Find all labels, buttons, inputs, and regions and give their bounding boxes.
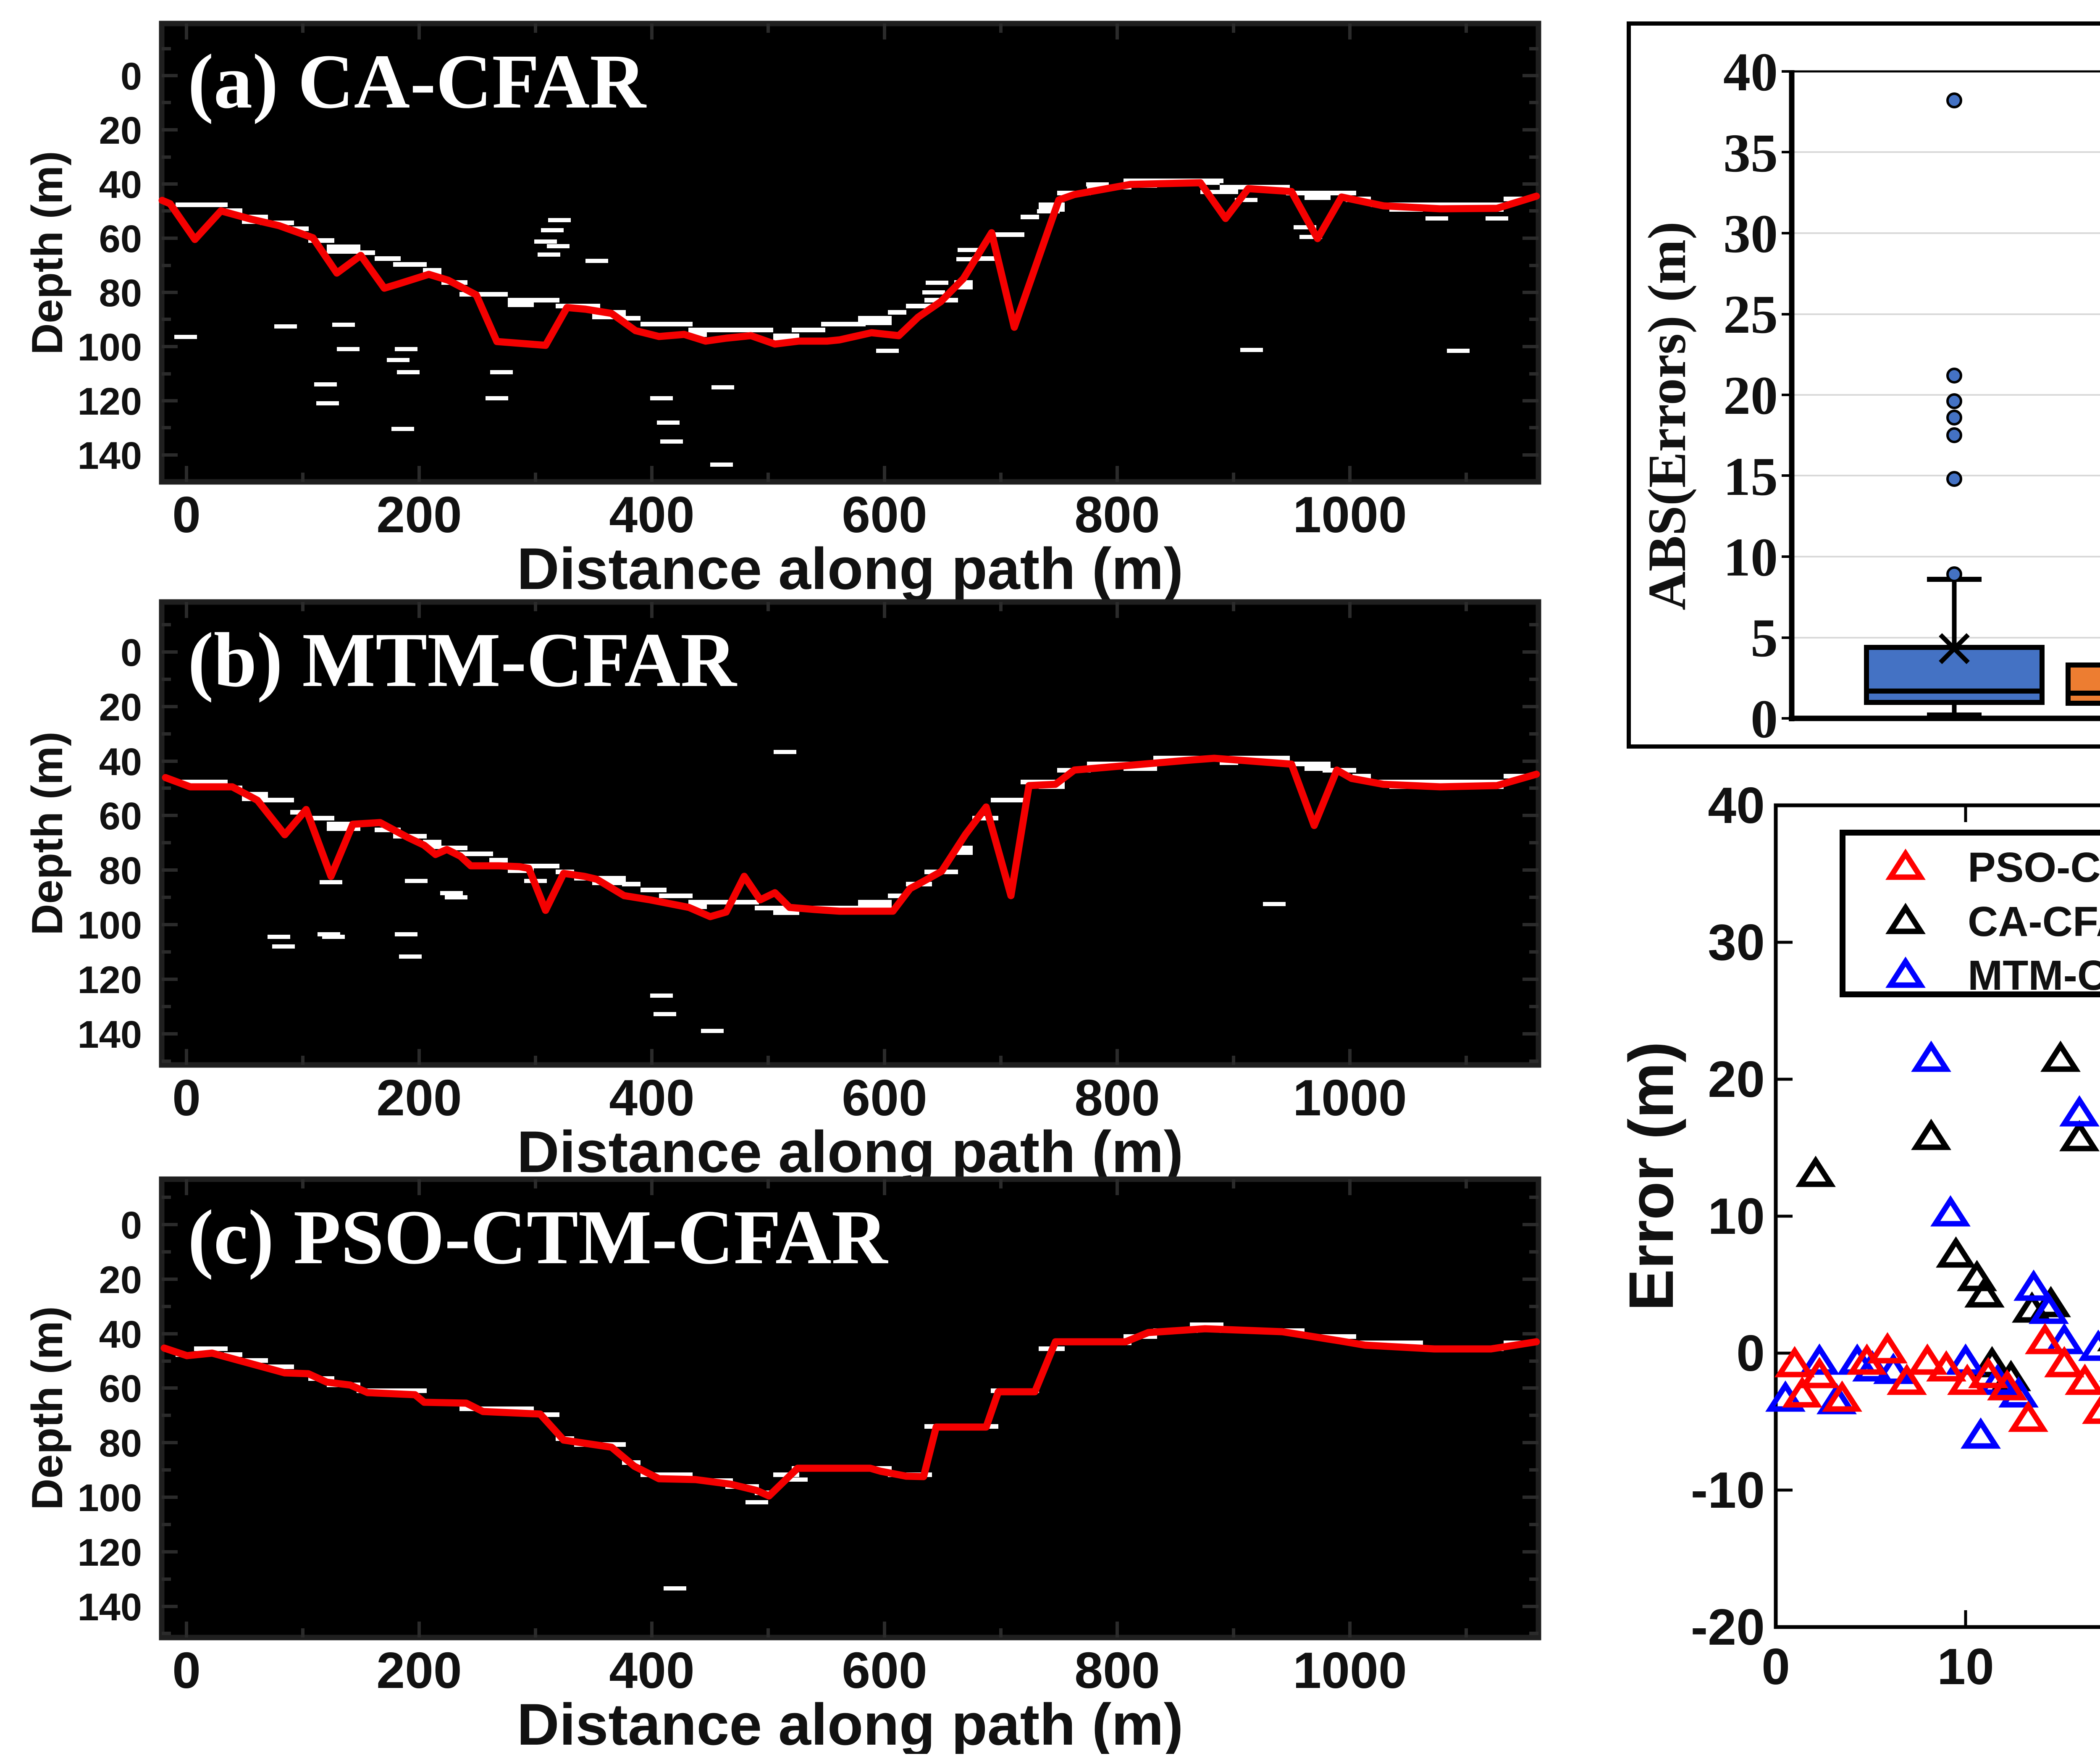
svg-text:800: 800 xyxy=(1074,1069,1160,1126)
svg-text:20: 20 xyxy=(99,686,142,729)
svg-text:Depth (m): Depth (m) xyxy=(23,731,72,935)
svg-text:140: 140 xyxy=(78,434,142,477)
svg-text:20: 20 xyxy=(1723,365,1778,426)
svg-text:80: 80 xyxy=(99,1422,142,1465)
svg-text:0: 0 xyxy=(121,55,142,98)
svg-text:600: 600 xyxy=(842,1642,927,1699)
svg-text:600: 600 xyxy=(842,1069,927,1126)
svg-text:100: 100 xyxy=(78,1477,142,1519)
svg-text:-10: -10 xyxy=(1691,1462,1765,1519)
svg-text:140: 140 xyxy=(78,1013,142,1056)
svg-text:60: 60 xyxy=(99,1367,142,1410)
svg-text:0: 0 xyxy=(172,1069,201,1126)
svg-text:0: 0 xyxy=(172,1642,201,1699)
svg-text:CA-CFAR: CA-CFAR xyxy=(1968,898,2100,945)
svg-text:10: 10 xyxy=(1937,1638,1994,1695)
svg-text:1000: 1000 xyxy=(1293,486,1407,543)
svg-text:400: 400 xyxy=(609,1642,695,1699)
svg-text:(a) CA-CFAR: (a) CA-CFAR xyxy=(188,39,647,125)
svg-text:40: 40 xyxy=(99,163,142,206)
svg-text:40: 40 xyxy=(99,1313,142,1356)
svg-text:0: 0 xyxy=(172,486,201,543)
svg-text:60: 60 xyxy=(99,218,142,260)
svg-text:20: 20 xyxy=(99,1259,142,1301)
svg-text:140: 140 xyxy=(78,1586,142,1629)
svg-text:1000: 1000 xyxy=(1293,1069,1407,1126)
svg-text:800: 800 xyxy=(1074,1642,1160,1699)
svg-text:30: 30 xyxy=(1708,914,1765,971)
svg-text:10: 10 xyxy=(1723,527,1778,588)
svg-text:40: 40 xyxy=(1708,777,1765,834)
svg-text:0: 0 xyxy=(121,631,142,674)
svg-text:Depth (m): Depth (m) xyxy=(23,1306,72,1510)
svg-text:120: 120 xyxy=(78,380,142,423)
svg-text:Distance along path (m): Distance along path (m) xyxy=(517,1691,1184,1754)
svg-text:120: 120 xyxy=(78,959,142,1002)
svg-text:400: 400 xyxy=(609,1069,695,1126)
svg-text:200: 200 xyxy=(376,486,462,543)
svg-text:200: 200 xyxy=(376,1069,462,1126)
svg-text:100: 100 xyxy=(78,904,142,947)
svg-text:0: 0 xyxy=(121,1204,142,1247)
svg-text:35: 35 xyxy=(1723,123,1778,184)
svg-text:20: 20 xyxy=(1708,1051,1765,1108)
svg-text:0: 0 xyxy=(1751,689,1778,749)
svg-text:60: 60 xyxy=(99,795,142,838)
svg-text:1000: 1000 xyxy=(1293,1642,1407,1699)
svg-text:20: 20 xyxy=(99,109,142,152)
svg-text:30: 30 xyxy=(1723,204,1778,264)
svg-text:120: 120 xyxy=(78,1531,142,1574)
svg-text:(c) PSO-CTM-CFAR: (c) PSO-CTM-CFAR xyxy=(188,1194,889,1280)
svg-text:(b) MTM-CFAR: (b) MTM-CFAR xyxy=(188,617,738,703)
svg-text:80: 80 xyxy=(99,849,142,892)
svg-text:Depth (m): Depth (m) xyxy=(23,151,72,355)
svg-text:200: 200 xyxy=(376,1642,462,1699)
svg-text:25: 25 xyxy=(1723,284,1778,345)
svg-text:40: 40 xyxy=(1723,42,1778,103)
svg-text:-20: -20 xyxy=(1691,1598,1765,1656)
svg-text:15: 15 xyxy=(1723,447,1778,507)
svg-text:MTM-CFAR: MTM-CFAR xyxy=(1968,952,2100,999)
svg-text:PSO-CTM-CFAR: PSO-CTM-CFAR xyxy=(1968,844,2100,891)
svg-text:Error (m): Error (m) xyxy=(1616,1041,1686,1311)
svg-text:0: 0 xyxy=(1761,1638,1790,1695)
svg-text:5: 5 xyxy=(1751,608,1778,668)
svg-text:10: 10 xyxy=(1708,1188,1765,1245)
svg-text:600: 600 xyxy=(842,486,927,543)
svg-text:Distance along path (m): Distance along path (m) xyxy=(517,1119,1184,1185)
svg-text:40: 40 xyxy=(99,741,142,783)
svg-text:800: 800 xyxy=(1074,486,1160,543)
svg-text:ABS(Errors) (m): ABS(Errors) (m) xyxy=(1637,221,1697,610)
svg-text:100: 100 xyxy=(78,326,142,369)
svg-text:80: 80 xyxy=(99,272,142,315)
svg-text:400: 400 xyxy=(609,486,695,543)
svg-text:Distance along path (m): Distance along path (m) xyxy=(517,536,1184,602)
svg-text:0: 0 xyxy=(1736,1325,1765,1382)
